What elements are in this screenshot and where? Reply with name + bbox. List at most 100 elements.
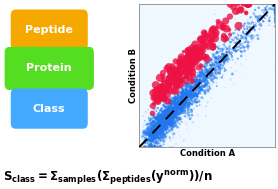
Point bbox=[187, 82, 191, 85]
Point bbox=[179, 92, 183, 95]
Point bbox=[246, 2, 250, 5]
Point bbox=[222, 61, 226, 64]
Point bbox=[174, 111, 179, 114]
Point bbox=[163, 105, 168, 108]
Point bbox=[153, 131, 157, 134]
Point bbox=[198, 92, 202, 95]
Point bbox=[160, 129, 165, 132]
Point bbox=[158, 122, 162, 125]
Point bbox=[145, 131, 149, 134]
Point bbox=[182, 91, 186, 94]
Point bbox=[155, 132, 159, 135]
Point bbox=[239, 55, 244, 58]
Point bbox=[176, 95, 180, 98]
Point bbox=[152, 112, 156, 115]
Point bbox=[173, 115, 177, 119]
Point bbox=[186, 59, 191, 62]
Point bbox=[161, 103, 165, 106]
Point bbox=[147, 133, 152, 136]
Point bbox=[157, 120, 162, 123]
Point bbox=[211, 69, 215, 72]
Point bbox=[160, 90, 165, 93]
Point bbox=[186, 89, 190, 92]
Point bbox=[151, 139, 156, 142]
FancyBboxPatch shape bbox=[11, 88, 88, 129]
Point bbox=[154, 138, 158, 141]
Point bbox=[184, 83, 188, 86]
Point bbox=[181, 79, 185, 82]
Point bbox=[198, 86, 202, 89]
Point bbox=[158, 120, 163, 123]
Point bbox=[193, 80, 198, 83]
Point bbox=[197, 89, 202, 92]
Point bbox=[189, 88, 193, 91]
Point bbox=[166, 97, 171, 100]
Point bbox=[154, 131, 159, 134]
Point bbox=[169, 109, 174, 112]
Point bbox=[177, 106, 181, 109]
Point bbox=[205, 54, 210, 57]
Point bbox=[155, 118, 160, 121]
Point bbox=[196, 81, 200, 84]
Point bbox=[206, 77, 210, 80]
Point bbox=[203, 84, 208, 87]
Point bbox=[195, 85, 199, 88]
Point bbox=[157, 111, 162, 114]
Point bbox=[157, 127, 162, 130]
Point bbox=[162, 133, 167, 136]
Point bbox=[168, 119, 173, 122]
Point bbox=[173, 111, 178, 114]
Point bbox=[198, 74, 203, 77]
Point bbox=[154, 137, 158, 140]
Point bbox=[221, 56, 225, 59]
Point bbox=[186, 105, 191, 108]
Point bbox=[257, 28, 262, 31]
Point bbox=[155, 128, 160, 131]
Point bbox=[165, 124, 170, 127]
Point bbox=[158, 95, 163, 98]
Point bbox=[166, 110, 171, 113]
Point bbox=[182, 102, 186, 105]
Point bbox=[195, 79, 200, 82]
Point bbox=[200, 50, 204, 53]
Point bbox=[168, 112, 172, 115]
Point bbox=[205, 88, 209, 91]
Point bbox=[220, 64, 224, 67]
Point bbox=[209, 79, 214, 82]
Point bbox=[189, 94, 194, 97]
Point bbox=[187, 48, 192, 51]
Point bbox=[158, 130, 163, 133]
Point bbox=[210, 63, 214, 66]
Point bbox=[223, 69, 228, 72]
Point bbox=[203, 34, 207, 37]
Point bbox=[161, 125, 165, 128]
Point bbox=[187, 95, 192, 98]
Point bbox=[154, 126, 158, 129]
Point bbox=[160, 129, 165, 132]
Point bbox=[169, 119, 174, 122]
Point bbox=[252, 12, 256, 15]
Point bbox=[179, 118, 183, 121]
Point bbox=[175, 105, 180, 108]
Point bbox=[186, 86, 190, 89]
Point bbox=[197, 50, 202, 53]
Point bbox=[273, 3, 277, 6]
Point bbox=[154, 122, 158, 125]
Point bbox=[273, 2, 277, 5]
Point bbox=[180, 95, 185, 98]
Point bbox=[168, 69, 173, 72]
Point bbox=[155, 146, 160, 149]
Point bbox=[159, 113, 163, 116]
Point bbox=[162, 97, 167, 100]
Point bbox=[192, 79, 196, 82]
Point bbox=[159, 146, 163, 149]
Point bbox=[201, 78, 206, 81]
Point bbox=[186, 95, 190, 98]
Point bbox=[159, 117, 163, 120]
Point bbox=[160, 121, 165, 124]
Point bbox=[193, 84, 197, 87]
Point bbox=[161, 101, 165, 104]
Point bbox=[165, 118, 170, 121]
Point bbox=[147, 135, 152, 138]
Point bbox=[211, 27, 216, 30]
